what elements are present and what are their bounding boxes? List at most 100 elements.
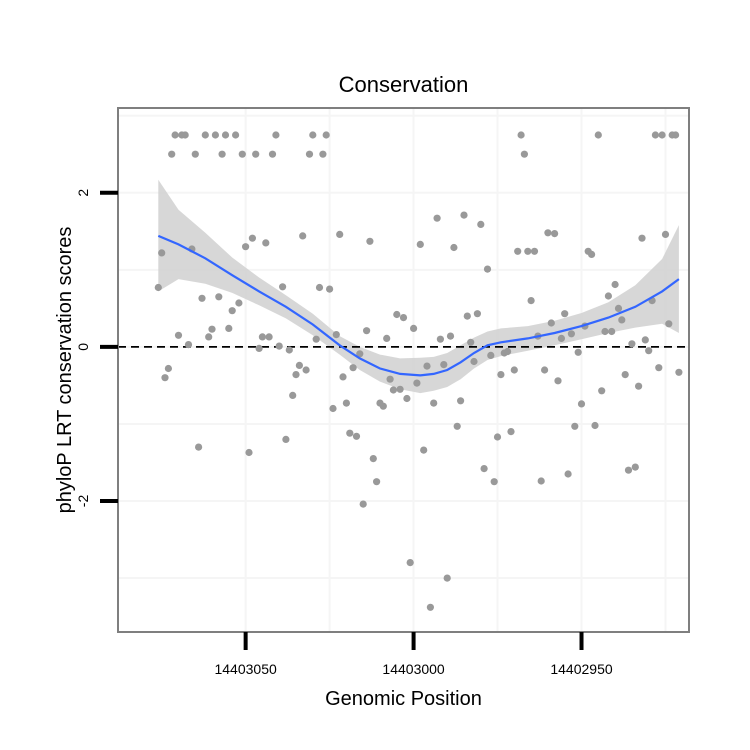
data-point — [504, 347, 512, 356]
data-point — [399, 314, 408, 322]
data-point — [443, 574, 451, 582]
data-point — [248, 234, 256, 242]
data-point — [480, 465, 488, 473]
data-point — [628, 340, 636, 348]
data-point — [618, 316, 626, 324]
data-point — [665, 320, 673, 328]
data-point — [470, 357, 478, 366]
data-point — [238, 150, 246, 158]
data-point — [322, 131, 330, 139]
data-point — [171, 131, 179, 139]
data-point — [460, 211, 468, 219]
axes: 14403050 14403000 14402950 2 0 -2 — [75, 189, 613, 677]
data-point — [510, 366, 518, 374]
data-point — [645, 347, 653, 355]
data-point — [282, 435, 290, 443]
data-point — [420, 446, 428, 454]
data-point — [268, 150, 277, 158]
data-point — [373, 478, 381, 486]
data-point — [544, 229, 552, 237]
data-point — [252, 150, 260, 158]
data-point — [326, 285, 334, 293]
data-point — [423, 362, 431, 370]
data-point — [561, 310, 569, 318]
data-point — [473, 310, 481, 318]
x-tick-label: 14403000 — [382, 661, 445, 677]
data-point — [487, 351, 495, 359]
data-point — [571, 422, 579, 430]
data-point — [490, 478, 498, 486]
data-point — [329, 404, 337, 413]
data-point — [403, 394, 411, 403]
y-tick-label: -2 — [75, 495, 91, 508]
data-point — [235, 299, 243, 307]
data-point — [436, 335, 444, 343]
data-point — [463, 312, 471, 320]
data-point — [225, 324, 233, 332]
data-point — [386, 375, 394, 383]
data-point — [174, 331, 183, 339]
confidence-band — [158, 179, 679, 394]
data-point — [289, 391, 297, 399]
data-point — [453, 422, 461, 430]
data-point — [285, 346, 293, 354]
chart-title: Conservation — [339, 72, 469, 97]
data-point — [154, 283, 162, 292]
data-point — [218, 150, 226, 158]
data-point — [450, 243, 458, 252]
y-axis-label: phyloP LRT conservation scores — [54, 227, 76, 514]
data-points — [154, 131, 683, 611]
data-point — [611, 280, 619, 289]
data-point — [379, 402, 387, 410]
y-tick-label: 2 — [75, 189, 91, 197]
data-point — [339, 373, 347, 381]
data-point — [594, 131, 602, 139]
data-point — [242, 243, 250, 251]
data-point — [554, 377, 562, 385]
data-point — [591, 421, 599, 430]
data-point — [299, 232, 307, 240]
data-point — [258, 333, 266, 341]
data-point — [527, 297, 535, 305]
data-point — [319, 150, 327, 158]
data-point — [389, 386, 397, 394]
data-point — [574, 348, 582, 356]
x-axis-label: Genomic Position — [325, 688, 482, 710]
data-point — [211, 131, 219, 139]
data-point — [359, 500, 367, 508]
data-point — [181, 131, 189, 139]
data-point — [265, 333, 273, 341]
data-point — [336, 230, 344, 238]
data-point — [520, 150, 529, 158]
data-point — [366, 237, 374, 245]
data-point — [541, 366, 549, 374]
data-point — [346, 429, 354, 437]
data-point — [557, 334, 566, 342]
data-point — [195, 443, 203, 451]
data-point — [483, 265, 492, 273]
data-point — [168, 150, 176, 158]
data-point — [302, 366, 310, 374]
data-point — [661, 230, 670, 238]
data-point — [547, 319, 555, 327]
data-point — [564, 470, 572, 478]
data-point — [309, 131, 317, 139]
data-point — [161, 374, 169, 382]
data-point — [493, 433, 502, 441]
data-point — [315, 283, 324, 292]
data-point — [352, 432, 361, 440]
data-point — [295, 361, 303, 369]
data-point — [530, 247, 539, 255]
data-point — [430, 399, 438, 407]
data-point — [601, 327, 609, 336]
data-point — [396, 385, 404, 393]
data-point — [413, 379, 421, 387]
data-point — [624, 466, 633, 474]
data-point — [406, 559, 414, 567]
data-point — [524, 247, 532, 255]
data-point — [272, 131, 280, 139]
data-point — [198, 294, 206, 302]
data-point — [383, 334, 391, 342]
data-point — [410, 324, 418, 332]
